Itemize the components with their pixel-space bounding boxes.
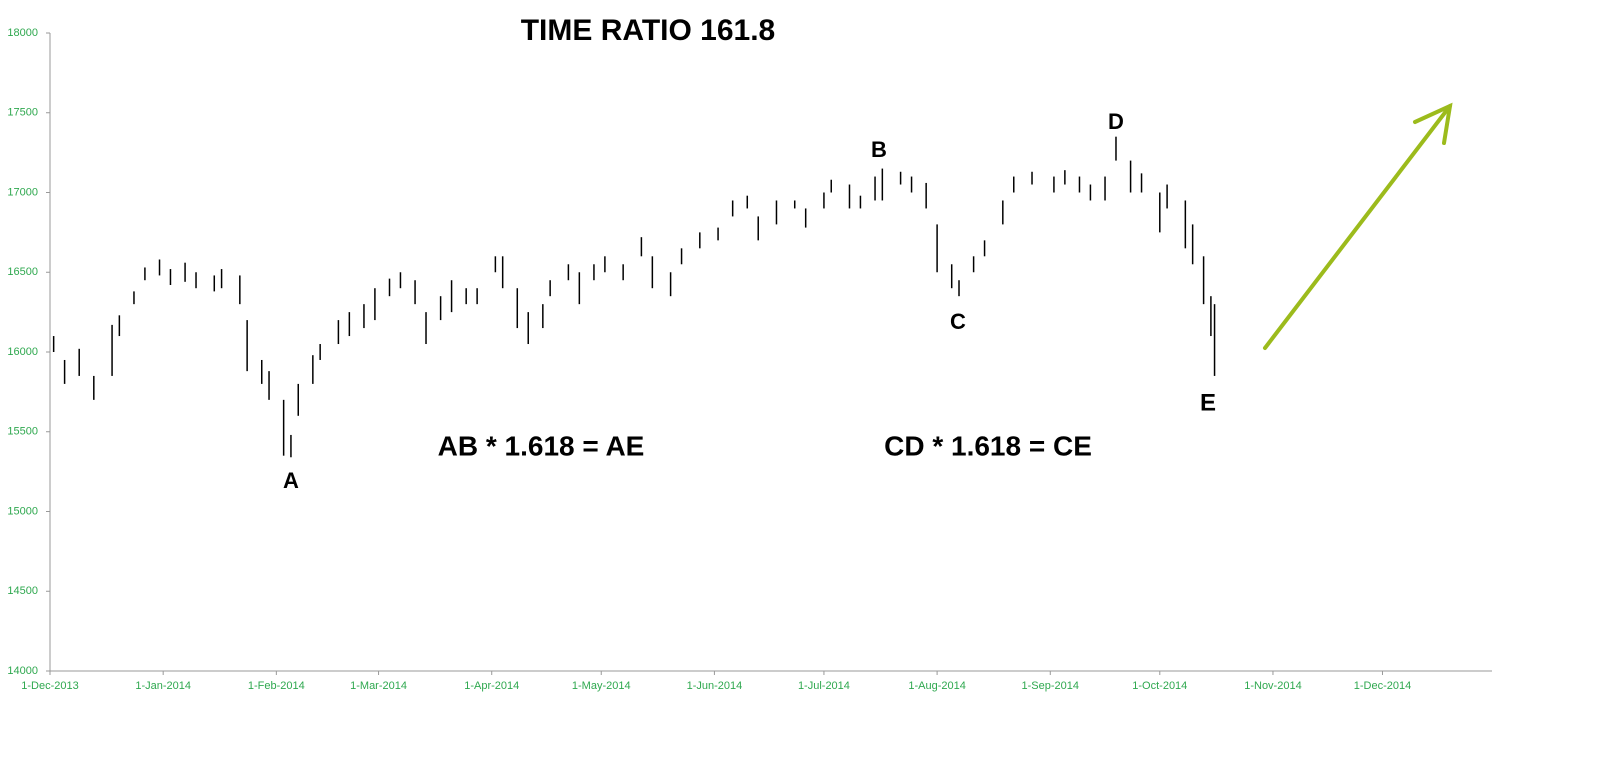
x-tick-label: 1-Jan-2014 — [135, 680, 191, 692]
annotation: D — [1108, 109, 1124, 134]
annotation: B — [871, 137, 887, 162]
annotation: E — [1200, 389, 1216, 416]
y-tick-label: 16500 — [7, 266, 38, 278]
x-tick-label: 1-Dec-2013 — [21, 680, 78, 692]
x-tick-label: 1-Aug-2014 — [908, 680, 966, 692]
x-tick-label: 1-Oct-2014 — [1132, 680, 1187, 692]
y-tick-label: 16000 — [7, 346, 38, 358]
arrow — [1263, 102, 1453, 350]
annotation: AB * 1.618 = AE — [438, 430, 645, 461]
x-tick-label: 1-Mar-2014 — [350, 680, 407, 692]
x-tick-label: 1-Feb-2014 — [248, 680, 305, 692]
x-tick-label: 1-Jun-2014 — [687, 680, 743, 692]
x-tick-label: 1-Sep-2014 — [1022, 680, 1080, 692]
y-tick-label: 14000 — [7, 665, 38, 677]
chart-title: TIME RATIO 161.8 — [521, 14, 776, 47]
y-tick-label: 17500 — [7, 107, 38, 119]
x-tick-label: 1-Jul-2014 — [798, 680, 850, 692]
x-tick-label: 1-Apr-2014 — [464, 680, 519, 692]
y-tick-label: 14500 — [7, 585, 38, 597]
x-tick-label: 1-Nov-2014 — [1244, 680, 1301, 692]
y-tick-label: 17000 — [7, 186, 38, 198]
y-tick-label: 15500 — [7, 426, 38, 438]
y-tick-label: 15000 — [7, 505, 38, 517]
y-tick-label: 18000 — [7, 27, 38, 39]
x-tick-label: 1-Dec-2014 — [1354, 680, 1411, 692]
x-tick-label: 1-May-2014 — [572, 680, 631, 692]
annotation: CD * 1.618 = CE — [884, 430, 1092, 461]
annotation: A — [283, 468, 299, 493]
annotation: C — [950, 309, 966, 334]
